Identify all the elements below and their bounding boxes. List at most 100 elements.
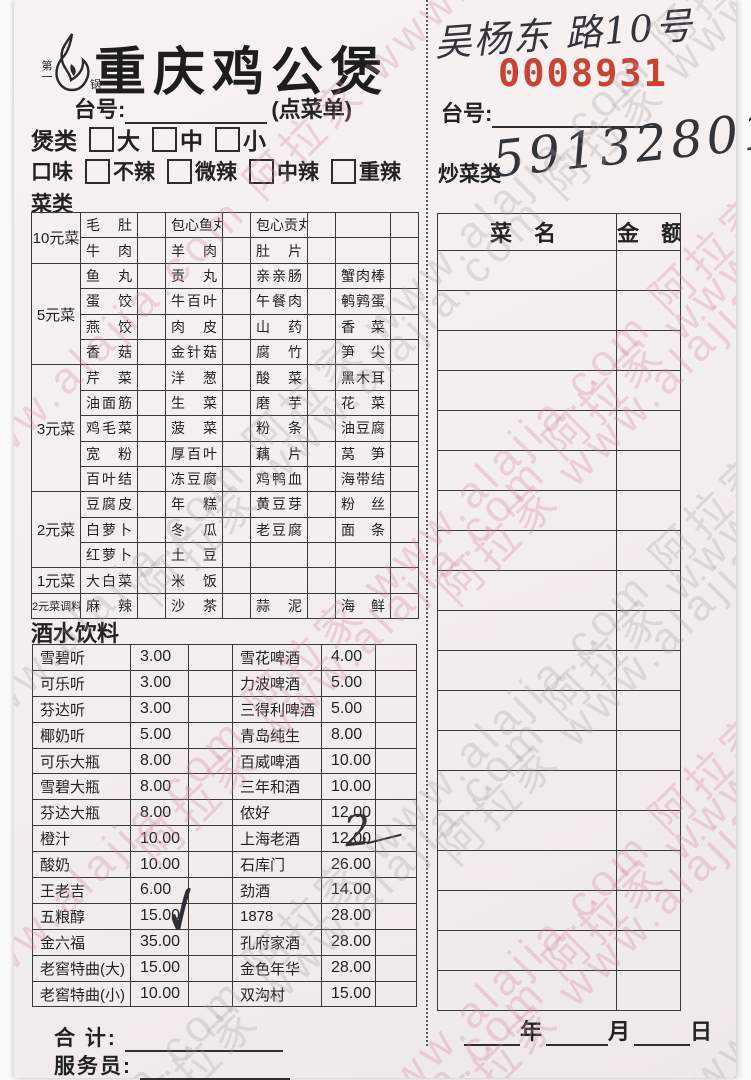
- order-dish-cell: [437, 690, 617, 731]
- drink-qty-cell: [375, 799, 417, 827]
- menu-qty-cell: [390, 440, 419, 467]
- menu-dish-cell: 鹌鹑蛋: [335, 288, 391, 315]
- drink-qty-cell: [188, 825, 233, 853]
- drink-price-cell: 28.00: [321, 928, 376, 956]
- menu-dish-cell: 冬瓜: [165, 516, 223, 544]
- order-empty-row: [437, 370, 681, 411]
- date-row: 年 月 日: [464, 1014, 712, 1046]
- month-label: 月: [608, 1019, 631, 1044]
- menu-dish-cell: 菠菜: [165, 415, 223, 442]
- drink-qty-cell: [188, 773, 233, 801]
- order-empty-row: [437, 890, 681, 931]
- month-blank: [546, 1022, 609, 1046]
- drink-price-cell: 5.00: [321, 669, 376, 697]
- logo-text-part: 锅: [90, 78, 101, 91]
- order-amount-cell: [616, 370, 681, 411]
- option-not-spicy: 不辣: [113, 161, 155, 184]
- menu-qty-cell: [390, 491, 419, 518]
- order-empty-row: [437, 970, 681, 1011]
- menu-qty-cell: [137, 262, 166, 290]
- pot-size-row: 煲类 大 中 小: [31, 122, 266, 156]
- menu-qty-cell: [137, 491, 166, 518]
- menu-qty-cell: [307, 415, 336, 442]
- spiciness-label: 口味: [31, 161, 73, 184]
- menu-dish-cell: 贡丸: [165, 262, 223, 290]
- menu-qty-cell: [137, 211, 166, 239]
- drink-name-cell: 青岛纯生: [232, 721, 322, 749]
- dish-menu-table: 10元菜 毛肚 包心鱼丸 包心贡丸 牛肉 羊肉 肚片 5元菜 鱼丸 贡丸 亲亲肠 蟹肉棒 蛋饺 牛百叶 午餐…: [31, 211, 419, 620]
- menu-dish-cell: 红萝卜: [80, 542, 138, 569]
- menu-qty-cell: [390, 465, 419, 493]
- order-dish-cell: [437, 650, 617, 691]
- menu-qty-cell: [307, 542, 336, 569]
- checkbox-not-spicy: [85, 158, 110, 184]
- menu-dish-cell: 腐竹: [250, 338, 308, 366]
- drink-qty-cell: [188, 747, 233, 775]
- menu-category-cell: 2元菜: [31, 491, 81, 569]
- menu-dish-cell: 蒜泥: [250, 592, 308, 620]
- menu-dish-cell: 百叶结: [80, 465, 138, 493]
- menu-qty-cell: [307, 389, 336, 417]
- menu-qty-cell: [390, 516, 419, 544]
- drink-name-cell: 芬达听: [32, 695, 131, 723]
- menu-dish-cell: 燕饺: [80, 313, 138, 340]
- drink-name-cell: 1878: [232, 902, 322, 930]
- drink-name-cell: 王老吉: [32, 877, 131, 904]
- menu-qty-cell: [307, 288, 336, 315]
- checkbox-medium: [152, 126, 177, 152]
- drink-name-cell: 金色年华: [232, 954, 322, 982]
- menu-qty-cell: [222, 542, 251, 569]
- menu-qty-cell: [137, 567, 166, 594]
- waiter-blank: [140, 1058, 290, 1080]
- drink-name-cell: 三得利啤酒: [232, 695, 322, 723]
- menu-section-label: 菜类: [31, 193, 73, 216]
- option-very-spicy: 重辣: [359, 161, 401, 184]
- menu-qty-cell: [137, 389, 166, 417]
- menu-category-cell: 5元菜: [31, 262, 81, 366]
- order-amount-cell: [616, 250, 681, 291]
- order-dish-cell: [437, 530, 617, 571]
- drink-qty-cell: [375, 928, 417, 956]
- order-dish-cell: [437, 810, 617, 851]
- order-amount-cell: [616, 450, 681, 491]
- drink-price-cell: 28.00: [321, 902, 376, 930]
- drink-qty-cell: [188, 695, 233, 723]
- waiter-label: 服务员:: [54, 1055, 132, 1078]
- menu-qty-cell: [307, 465, 336, 493]
- order-amount-cell: [616, 890, 681, 931]
- drink-name-cell: 芬达大瓶: [32, 799, 131, 827]
- checkbox-small: [215, 126, 240, 152]
- menu-qty-cell: [307, 237, 336, 264]
- drink-price-cell: 14.00: [321, 877, 376, 904]
- menu-dish-cell: 花菜: [335, 389, 391, 417]
- order-amount-cell: [616, 730, 681, 771]
- menu-qty-cell: [307, 338, 336, 366]
- order-dish-cell: [437, 290, 617, 331]
- order-amount-cell: [616, 650, 681, 691]
- drink-qty-cell: [375, 721, 417, 749]
- table-number-label: 台号:: [441, 101, 493, 126]
- checkbox-mild: [167, 158, 192, 184]
- drink-name-cell: 老窖特曲(大): [32, 954, 131, 982]
- order-amount-cell: [616, 490, 681, 531]
- menu-dish-cell: 粉条: [250, 415, 308, 442]
- menu-dish-cell: 洋葱: [165, 364, 223, 391]
- total-row: 合 计:: [54, 1022, 283, 1052]
- drink-price-cell: 10.00: [130, 980, 189, 1008]
- order-dish-cell: [437, 490, 617, 531]
- menu-dish-cell: 生菜: [165, 389, 223, 417]
- order-table-header: 金 额: [616, 213, 681, 251]
- order-dish-cell: [437, 250, 617, 291]
- menu-qty-cell: [222, 415, 251, 442]
- menu-dish-cell: 毛肚: [80, 211, 138, 239]
- menu-category-cell: 2元菜调料: [31, 592, 81, 620]
- checkbox-large: [89, 126, 114, 152]
- menu-qty-cell: [222, 364, 251, 391]
- drinks-price-table: 雪碧听 3.00 雪花啤酒 4.00 可乐听 3.00 力波啤酒 5.00 芬达听 3.00 三得利…: [32, 644, 417, 1008]
- menu-qty-cell: [137, 465, 166, 493]
- drink-name-cell: 酸奶: [32, 851, 131, 879]
- menu-dish-cell: 香菜: [335, 313, 391, 340]
- menu-dish-cell: [335, 567, 391, 594]
- drink-qty-cell: [188, 902, 233, 930]
- order-amount-cell: [616, 770, 681, 811]
